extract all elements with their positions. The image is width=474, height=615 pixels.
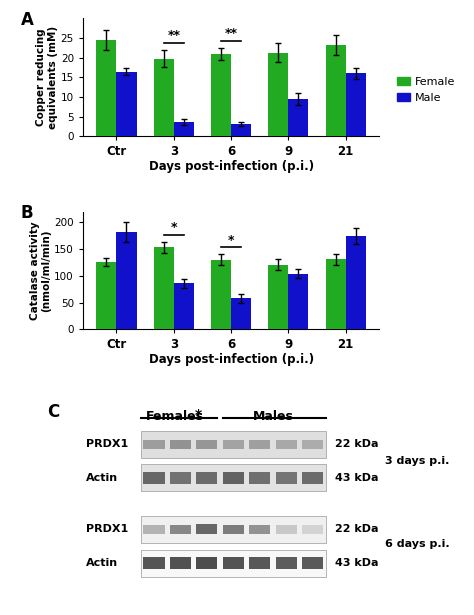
Bar xyxy=(302,472,323,484)
Bar xyxy=(196,557,218,569)
Bar xyxy=(268,53,288,137)
Text: Males: Males xyxy=(253,410,293,423)
Text: *: * xyxy=(195,408,202,422)
Text: **: ** xyxy=(225,27,237,40)
Bar xyxy=(170,472,191,483)
X-axis label: Days post-infection (p.i.): Days post-infection (p.i.) xyxy=(148,353,314,366)
Bar xyxy=(346,236,366,330)
Bar xyxy=(143,472,164,484)
Bar xyxy=(196,525,218,534)
Bar xyxy=(211,54,231,137)
Bar xyxy=(223,525,244,534)
Text: 3 days p.i.: 3 days p.i. xyxy=(385,456,449,466)
Text: Actin: Actin xyxy=(86,558,118,568)
Bar xyxy=(170,557,191,569)
Text: A: A xyxy=(21,11,34,30)
Bar xyxy=(143,440,164,449)
Bar xyxy=(196,440,218,449)
Bar xyxy=(174,284,194,330)
Bar xyxy=(211,260,231,330)
Bar xyxy=(96,40,117,137)
Bar xyxy=(143,557,164,569)
Bar xyxy=(288,99,309,137)
Bar xyxy=(249,472,270,484)
Text: *: * xyxy=(171,221,177,234)
Text: C: C xyxy=(47,403,60,421)
Bar xyxy=(141,430,326,458)
Text: B: B xyxy=(21,204,33,223)
Bar xyxy=(96,262,117,330)
Text: 43 kDa: 43 kDa xyxy=(335,473,378,483)
Text: Actin: Actin xyxy=(86,473,118,483)
Text: 22 kDa: 22 kDa xyxy=(335,439,378,449)
Bar xyxy=(275,440,297,449)
Bar xyxy=(326,260,346,330)
Legend: Female, Male: Female, Male xyxy=(397,77,455,103)
Text: 6 days p.i.: 6 days p.i. xyxy=(385,539,450,549)
Bar xyxy=(174,122,194,137)
Bar xyxy=(117,71,137,137)
Bar xyxy=(302,525,323,534)
Bar xyxy=(196,472,218,484)
Bar xyxy=(231,298,251,330)
Bar xyxy=(143,525,164,534)
Bar xyxy=(141,516,326,543)
Bar xyxy=(141,550,326,576)
X-axis label: Days post-infection (p.i.): Days post-infection (p.i.) xyxy=(148,160,314,173)
Bar xyxy=(275,557,297,569)
Bar xyxy=(249,557,270,569)
Text: **: ** xyxy=(167,30,180,42)
Bar xyxy=(231,124,251,137)
Text: Females: Females xyxy=(146,410,203,423)
Y-axis label: Copper reducing
equivalents (mM): Copper reducing equivalents (mM) xyxy=(36,26,58,129)
Y-axis label: Catalase activity
(nmol/ml/min): Catalase activity (nmol/ml/min) xyxy=(30,221,51,320)
Bar xyxy=(223,557,244,569)
Bar xyxy=(170,525,191,534)
Bar xyxy=(154,247,174,330)
Text: *: * xyxy=(228,234,234,247)
Text: PRDX1: PRDX1 xyxy=(86,439,128,449)
Text: PRDX1: PRDX1 xyxy=(86,525,128,534)
Text: 22 kDa: 22 kDa xyxy=(335,525,378,534)
Bar xyxy=(249,440,270,449)
Bar xyxy=(268,264,288,330)
Bar xyxy=(154,58,174,137)
Bar xyxy=(249,525,270,534)
Bar xyxy=(275,472,297,483)
Bar xyxy=(302,440,323,449)
Bar xyxy=(346,73,366,137)
Bar xyxy=(302,557,323,569)
Bar xyxy=(117,232,137,330)
Text: 43 kDa: 43 kDa xyxy=(335,558,378,568)
Bar xyxy=(223,440,244,449)
Bar xyxy=(288,274,309,330)
Bar xyxy=(141,464,326,491)
Bar xyxy=(275,525,297,534)
Bar xyxy=(170,440,191,449)
Bar xyxy=(223,472,244,484)
Bar xyxy=(326,45,346,137)
